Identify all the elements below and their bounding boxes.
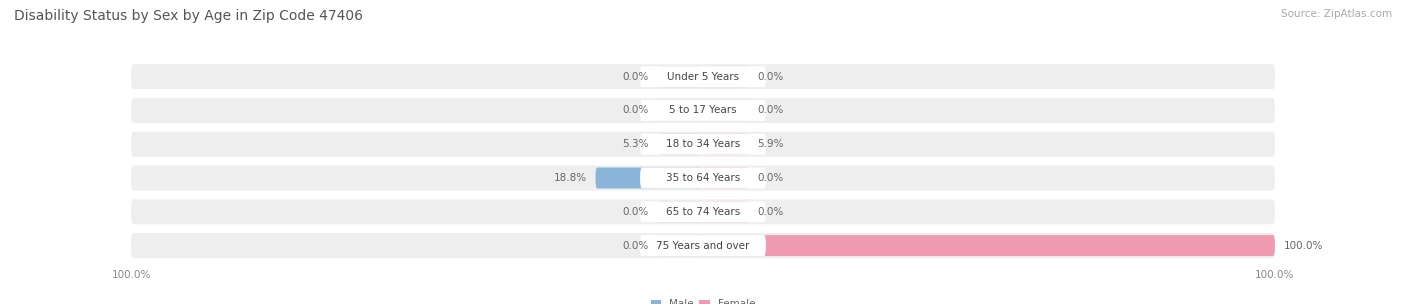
FancyBboxPatch shape	[640, 235, 766, 256]
FancyBboxPatch shape	[703, 235, 1275, 256]
FancyBboxPatch shape	[640, 100, 766, 121]
Text: 5.9%: 5.9%	[758, 139, 783, 149]
FancyBboxPatch shape	[703, 168, 749, 188]
Legend: Male, Female: Male, Female	[651, 299, 755, 304]
Text: 0.0%: 0.0%	[623, 72, 648, 82]
Text: Under 5 Years: Under 5 Years	[666, 72, 740, 82]
FancyBboxPatch shape	[703, 201, 749, 222]
FancyBboxPatch shape	[131, 165, 1275, 191]
FancyBboxPatch shape	[703, 100, 749, 121]
FancyBboxPatch shape	[131, 64, 1275, 89]
Text: 18 to 34 Years: 18 to 34 Years	[666, 139, 740, 149]
Text: 75 Years and over: 75 Years and over	[657, 240, 749, 250]
Text: 0.0%: 0.0%	[623, 207, 648, 217]
Text: 0.0%: 0.0%	[758, 105, 783, 116]
Text: 5.3%: 5.3%	[623, 139, 648, 149]
Text: 35 to 64 Years: 35 to 64 Years	[666, 173, 740, 183]
FancyBboxPatch shape	[640, 134, 766, 155]
FancyBboxPatch shape	[640, 201, 766, 222]
Text: 0.0%: 0.0%	[758, 207, 783, 217]
Text: 0.0%: 0.0%	[758, 72, 783, 82]
FancyBboxPatch shape	[640, 168, 766, 188]
FancyBboxPatch shape	[131, 233, 1275, 258]
FancyBboxPatch shape	[703, 66, 749, 87]
FancyBboxPatch shape	[657, 66, 703, 87]
FancyBboxPatch shape	[640, 66, 766, 87]
FancyBboxPatch shape	[657, 235, 703, 256]
FancyBboxPatch shape	[131, 199, 1275, 224]
Text: 0.0%: 0.0%	[623, 240, 648, 250]
Text: Disability Status by Sex by Age in Zip Code 47406: Disability Status by Sex by Age in Zip C…	[14, 9, 363, 23]
FancyBboxPatch shape	[131, 132, 1275, 157]
Text: 18.8%: 18.8%	[554, 173, 586, 183]
Text: 0.0%: 0.0%	[623, 105, 648, 116]
FancyBboxPatch shape	[131, 98, 1275, 123]
FancyBboxPatch shape	[657, 100, 703, 121]
Text: 5 to 17 Years: 5 to 17 Years	[669, 105, 737, 116]
Text: Source: ZipAtlas.com: Source: ZipAtlas.com	[1281, 9, 1392, 19]
Text: 0.0%: 0.0%	[758, 173, 783, 183]
FancyBboxPatch shape	[657, 201, 703, 222]
Text: 100.0%: 100.0%	[1284, 240, 1323, 250]
Text: 65 to 74 Years: 65 to 74 Years	[666, 207, 740, 217]
FancyBboxPatch shape	[657, 134, 703, 155]
FancyBboxPatch shape	[596, 168, 703, 188]
FancyBboxPatch shape	[703, 134, 749, 155]
